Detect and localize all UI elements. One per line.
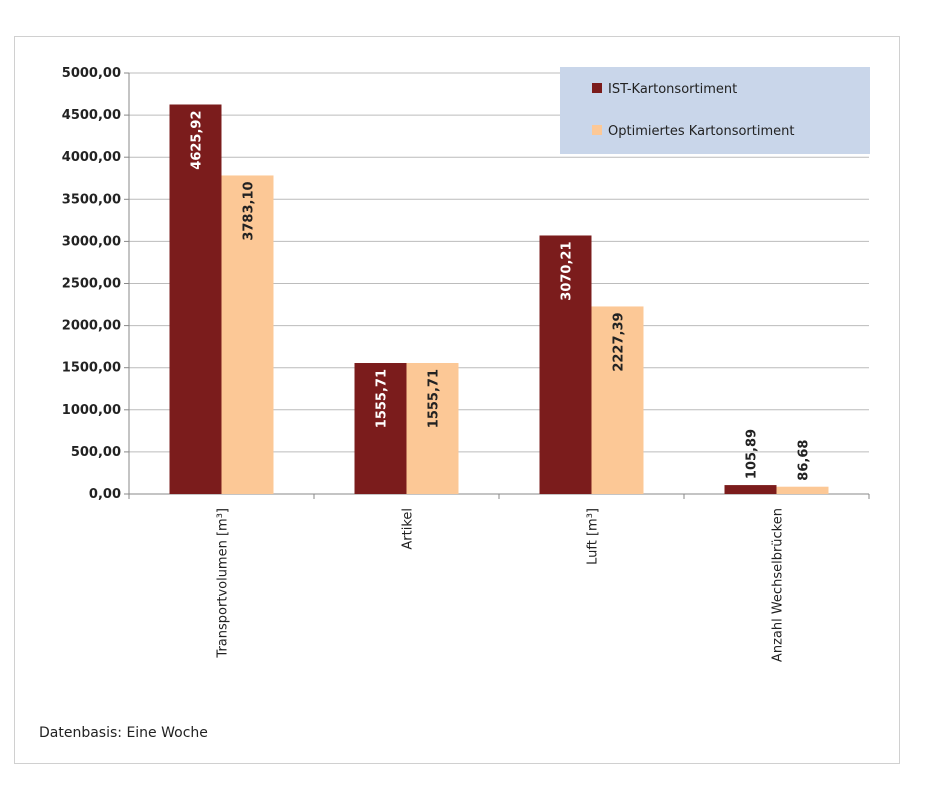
bar-optimiert bbox=[776, 486, 829, 494]
data-label: 3783,10 bbox=[242, 181, 257, 240]
data-label: 4625,92 bbox=[190, 110, 205, 169]
y-tick-label: 500,00 bbox=[71, 445, 121, 460]
category-label: Luft [m³] bbox=[586, 508, 601, 565]
y-tick-label: 2000,00 bbox=[62, 319, 121, 334]
data-label: 3070,21 bbox=[560, 241, 575, 300]
y-tick-label: 4000,00 bbox=[62, 150, 121, 165]
bar-optimiert bbox=[221, 175, 274, 494]
bar-optimiert bbox=[591, 306, 644, 494]
y-tick-label: 1500,00 bbox=[62, 361, 121, 376]
legend-swatch-ist bbox=[592, 83, 602, 93]
y-tick-label: 1000,00 bbox=[62, 403, 121, 418]
y-tick-label: 4500,00 bbox=[62, 108, 121, 123]
category-label: Anzahl Wechselbrücken bbox=[771, 508, 786, 662]
legend-label-ist: IST-Kartonsortiment bbox=[608, 82, 737, 97]
bar-ist bbox=[539, 235, 592, 494]
y-tick-label: 3500,00 bbox=[62, 192, 121, 207]
bar-chart: 0,00 500,00 1000,00 1500,00 2000,00 2500,00 30… bbox=[39, 66, 870, 741]
y-tick-label: 5000,00 bbox=[62, 66, 121, 81]
bar-ist bbox=[169, 104, 222, 495]
category-label: Artikel bbox=[401, 508, 416, 550]
y-tick-label: 2500,00 bbox=[62, 277, 121, 292]
legend-swatch-optimiert bbox=[592, 125, 602, 135]
bar-ist bbox=[354, 363, 407, 494]
bar-ist bbox=[724, 485, 777, 494]
y-tick-label: 3000,00 bbox=[62, 234, 121, 249]
legend-label-optimiert: Optimiertes Kartonsortiment bbox=[608, 124, 795, 139]
data-label: 1555,71 bbox=[427, 369, 442, 428]
data-label: 1555,71 bbox=[375, 369, 390, 428]
y-tick-label: 0,00 bbox=[89, 487, 121, 502]
footnote: Datenbasis: Eine Woche bbox=[39, 725, 208, 741]
data-label: 86,68 bbox=[797, 440, 812, 481]
data-label: 2227,39 bbox=[612, 312, 627, 371]
bar-optimiert bbox=[406, 363, 459, 494]
legend-box bbox=[560, 67, 870, 154]
category-label: Transportvolumen [m³] bbox=[216, 508, 231, 659]
chart-frame: 0,00 500,00 1000,00 1500,00 2000,00 2500,00 30… bbox=[14, 36, 900, 764]
data-label: 105,89 bbox=[745, 429, 760, 479]
